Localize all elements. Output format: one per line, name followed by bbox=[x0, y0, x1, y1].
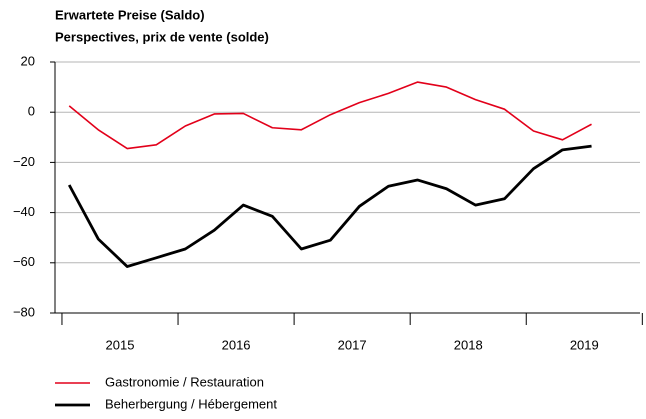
series-line bbox=[67, 144, 592, 268]
y-tick-label: −40 bbox=[13, 204, 35, 219]
y-tick-label: 20 bbox=[21, 53, 35, 68]
chart-title: Erwartete Preise (Saldo) bbox=[55, 7, 205, 22]
x-tick-label: 2017 bbox=[338, 337, 367, 352]
x-tick-label: 2018 bbox=[454, 337, 483, 352]
legend-label: Beherbergung / Hébergement bbox=[105, 396, 277, 411]
chart-subtitle: Perspectives, prix de vente (solde) bbox=[55, 29, 269, 44]
x-tick-label: 2016 bbox=[222, 337, 251, 352]
y-tick-label: −60 bbox=[13, 254, 35, 269]
y-tick-label: −20 bbox=[13, 154, 35, 169]
series-line bbox=[68, 81, 592, 150]
legend-label: Gastronomie / Restauration bbox=[105, 374, 264, 389]
y-tick-label: 0 bbox=[28, 104, 35, 119]
x-tick-label: 2019 bbox=[570, 337, 599, 352]
x-tick-label: 2015 bbox=[106, 337, 135, 352]
y-tick-label: −80 bbox=[13, 304, 35, 319]
